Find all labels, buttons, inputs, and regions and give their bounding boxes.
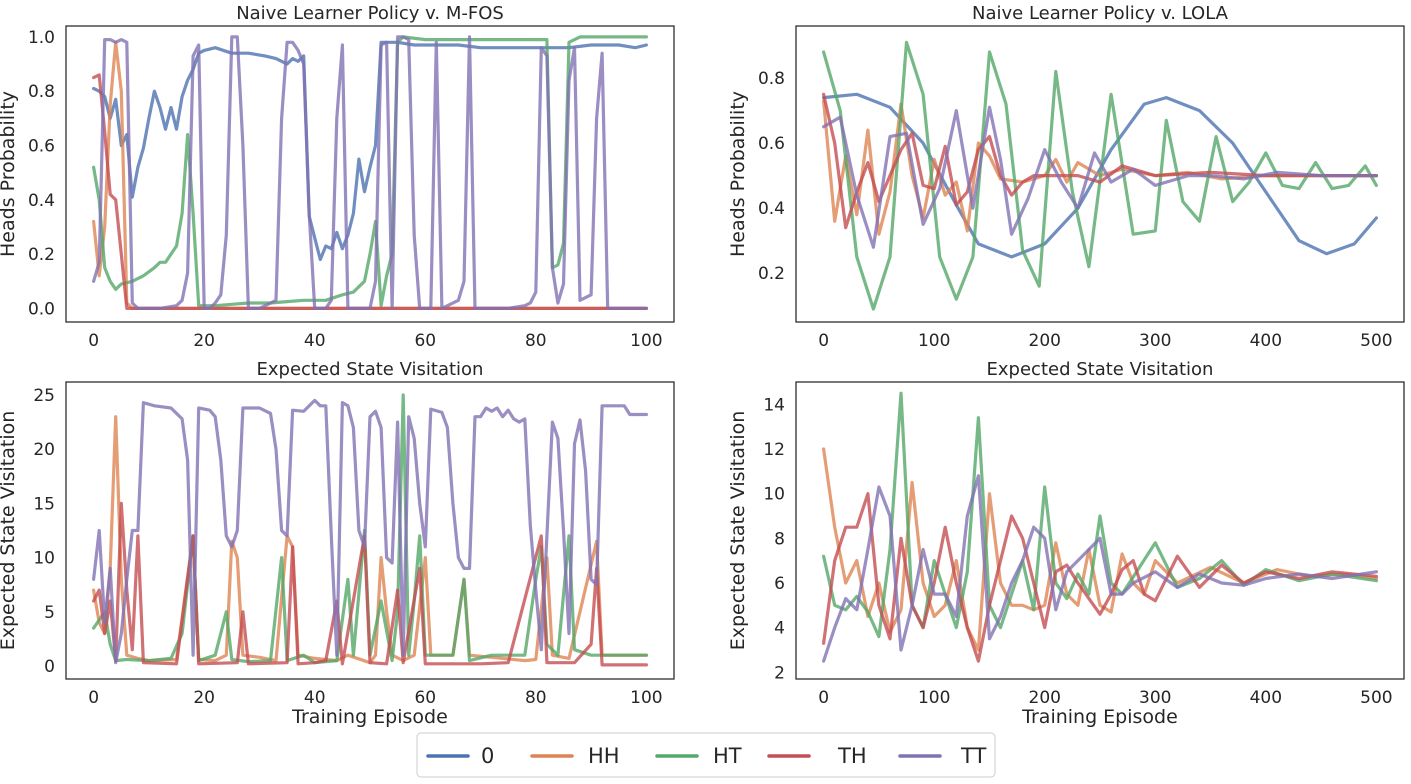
x-tick-label: 100 bbox=[918, 688, 950, 708]
legend-entry-4: TT bbox=[898, 744, 986, 768]
legend-entry-0: 0 bbox=[426, 744, 494, 768]
plot-area bbox=[822, 391, 1378, 663]
x-tick-label: 80 bbox=[525, 688, 547, 708]
x-tick-label: 500 bbox=[1360, 688, 1392, 708]
y-tick-label: 0.6 bbox=[28, 136, 55, 156]
x-tick-label: 0 bbox=[88, 688, 99, 708]
series-line-th bbox=[92, 501, 648, 667]
axes-frame bbox=[65, 25, 675, 323]
x-tick-label: 60 bbox=[414, 688, 436, 708]
x-tick-label: 200 bbox=[1029, 688, 1061, 708]
y-axis-label: Expected State Visitation bbox=[0, 411, 19, 651]
x-tick-label: 400 bbox=[1250, 688, 1282, 708]
axes-frame bbox=[795, 25, 1405, 323]
chart-title: Naive Learner Policy v. LOLA bbox=[972, 3, 1229, 24]
chart-title: Naive Learner Policy v. M-FOS bbox=[236, 3, 504, 24]
legend: 0 HH HT TH TT bbox=[416, 732, 996, 778]
legend-label: HT bbox=[713, 744, 742, 768]
x-tick-label: 500 bbox=[1360, 331, 1392, 351]
x-tick-label: 0 bbox=[818, 688, 829, 708]
plot-area bbox=[92, 393, 648, 667]
axes-frame bbox=[795, 381, 1405, 680]
axes-frame bbox=[65, 381, 675, 680]
series-line-th bbox=[822, 492, 1378, 663]
y-tick-label: 0.8 bbox=[758, 69, 785, 89]
y-axis-label: Expected State Visitation bbox=[727, 411, 749, 651]
series-line-ht bbox=[92, 35, 648, 308]
plot-area bbox=[822, 40, 1378, 311]
y-tick-label: 0.6 bbox=[758, 134, 785, 154]
panel-lola-policy: 0 100 200 300 400 500 0.2 0.4 0.6 0.8 Naive Learne… bbox=[727, 3, 1405, 351]
y-tick-label: 0.2 bbox=[758, 264, 785, 284]
x-axis-label: Training Episode bbox=[1021, 706, 1178, 728]
legend-label: 0 bbox=[481, 744, 494, 768]
x-tick-label: 100 bbox=[630, 331, 662, 351]
x-tick-label: 200 bbox=[1029, 331, 1061, 351]
series-line-0 bbox=[92, 40, 648, 262]
legend-frame bbox=[416, 732, 996, 778]
plot-area bbox=[92, 35, 648, 310]
x-axis-label: Training Episode bbox=[291, 706, 448, 728]
y-tick-label: 4 bbox=[774, 619, 785, 639]
panel-mfos-policy: 0 20 40 60 80 100 0.0 0.2 0.4 0.6 0.8 1.0 Naive Lear… bbox=[0, 3, 675, 351]
y-tick-label: 12 bbox=[763, 440, 785, 460]
x-tick-label: 60 bbox=[414, 331, 436, 351]
y-tick-label: 20 bbox=[33, 440, 55, 460]
series-line-tt bbox=[92, 35, 648, 310]
y-tick-label: 0.4 bbox=[758, 199, 785, 219]
y-tick-label: 15 bbox=[33, 494, 55, 514]
x-tick-label: 40 bbox=[304, 331, 326, 351]
series-line-tt bbox=[92, 398, 648, 665]
x-tick-label: 300 bbox=[1139, 331, 1171, 351]
legend-label: TH bbox=[837, 744, 867, 768]
y-tick-label: 25 bbox=[33, 386, 55, 406]
y-tick-label: 14 bbox=[763, 395, 785, 415]
x-tick-label: 20 bbox=[193, 331, 215, 351]
y-tick-label: 2 bbox=[774, 663, 785, 683]
series-line-tt bbox=[822, 474, 1378, 663]
legend-label: HH bbox=[588, 744, 620, 768]
x-tick-label: 0 bbox=[818, 331, 829, 351]
x-tick-label: 100 bbox=[630, 688, 662, 708]
x-tick-label: 20 bbox=[193, 688, 215, 708]
y-tick-label: 0.4 bbox=[28, 191, 55, 211]
y-tick-label: 1.0 bbox=[28, 28, 55, 48]
panel-lola-visitation: 0 100 200 300 400 500 2 4 6 8 10 12 14 Expected State… bbox=[727, 359, 1405, 728]
panel-mfos-visitation: 0 20 40 60 80 100 0 5 10 15 20 25 Expected State Vis… bbox=[0, 359, 675, 728]
chart-title: Expected State Visitation bbox=[257, 359, 484, 380]
y-tick-label: 10 bbox=[33, 549, 55, 569]
chart-title: Expected State Visitation bbox=[987, 359, 1214, 380]
series-line-0 bbox=[822, 92, 1378, 259]
legend-label: TT bbox=[960, 744, 986, 768]
y-tick-label: 0.2 bbox=[28, 245, 55, 265]
x-tick-label: 400 bbox=[1250, 331, 1282, 351]
x-tick-label: 0 bbox=[88, 331, 99, 351]
x-tick-label: 300 bbox=[1139, 688, 1171, 708]
series-line-tt bbox=[822, 105, 1378, 249]
x-tick-label: 40 bbox=[304, 688, 326, 708]
y-tick-label: 0.8 bbox=[28, 82, 55, 102]
legend-entry-3: TH bbox=[767, 744, 867, 768]
x-tick-label: 80 bbox=[525, 331, 547, 351]
legend-entry-2: HT bbox=[655, 744, 742, 768]
y-tick-label: 8 bbox=[774, 529, 785, 549]
y-tick-label: 6 bbox=[774, 574, 785, 594]
y-tick-label: 10 bbox=[763, 485, 785, 505]
y-axis-label: Heads Probability bbox=[0, 91, 19, 257]
y-axis-label: Heads Probability bbox=[727, 91, 749, 257]
y-tick-label: 0 bbox=[44, 657, 55, 677]
y-tick-label: 5 bbox=[44, 603, 55, 623]
x-tick-label: 100 bbox=[918, 331, 950, 351]
legend-entry-1: HH bbox=[530, 744, 620, 768]
y-tick-label: 0.0 bbox=[28, 299, 55, 319]
